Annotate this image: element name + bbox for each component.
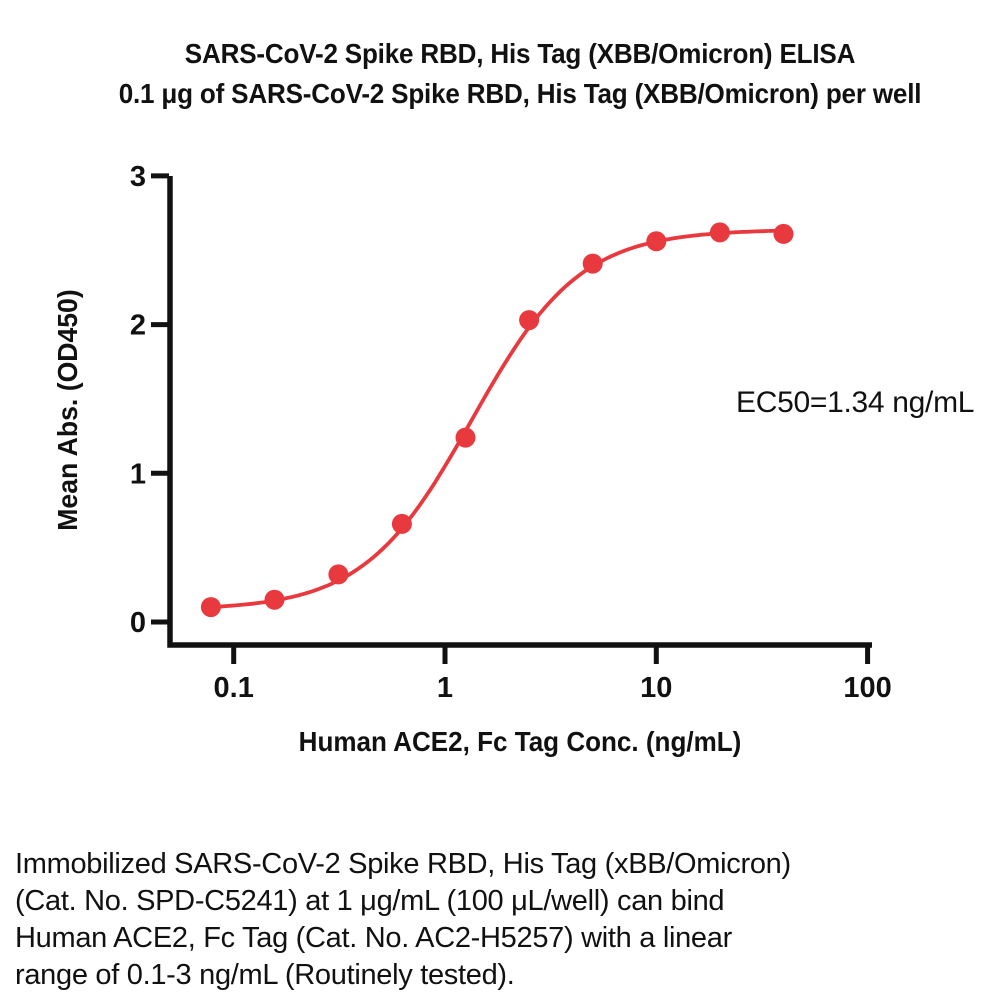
data-point xyxy=(709,222,730,243)
chart-title-line2: 0.1 μg of SARS-CoV-2 Spike RBD, His Tag … xyxy=(118,78,922,109)
y-tick-label: 0 xyxy=(130,607,146,639)
x-axis-title: Human ACE2, Fc Tag Conc. (ng/mL) xyxy=(298,726,742,757)
fit-curve xyxy=(209,228,786,609)
data-point xyxy=(773,223,794,244)
data-point xyxy=(391,513,412,534)
data-point xyxy=(328,564,349,585)
data-point xyxy=(264,589,285,610)
data-point xyxy=(455,427,476,448)
description-line: (Cat. No. SPD-C5241) at 1 μg/mL (100 μL/… xyxy=(15,885,725,917)
ec50-annotation: EC50=1.34 ng/mL xyxy=(736,386,975,419)
y-tick-label: 1 xyxy=(130,458,146,490)
x-tick-label: 1 xyxy=(437,672,453,704)
x-tick-label: 100 xyxy=(843,672,891,704)
y-axis-title: Mean Abs. (OD450) xyxy=(52,289,83,531)
x-tick-label: 10 xyxy=(640,672,672,704)
description-line: Immobilized SARS-CoV-2 Spike RBD, His Ta… xyxy=(15,848,791,880)
description-text: Immobilized SARS-CoV-2 Spike RBD, His Ta… xyxy=(15,846,995,994)
y-tick-label: 2 xyxy=(130,310,146,342)
data-point xyxy=(200,597,221,618)
description-line: Human ACE2, Fc Tag (Cat. No. AC2-H5257) … xyxy=(15,922,732,954)
description-line: range of 0.1-3 ng/mL (Routinely tested). xyxy=(15,959,515,991)
data-point xyxy=(646,231,667,252)
data-point xyxy=(519,310,540,331)
axis-frame xyxy=(167,176,872,648)
chart-title-line1: SARS-CoV-2 Spike RBD, His Tag (XBB/Omicr… xyxy=(184,38,856,69)
data-point xyxy=(582,253,603,274)
chart-title: SARS-CoV-2 Spike RBD, His Tag (XBB/Omicr… xyxy=(40,34,1000,114)
y-tick-label: 3 xyxy=(130,161,146,193)
x-tick-label: 0.1 xyxy=(214,672,254,704)
